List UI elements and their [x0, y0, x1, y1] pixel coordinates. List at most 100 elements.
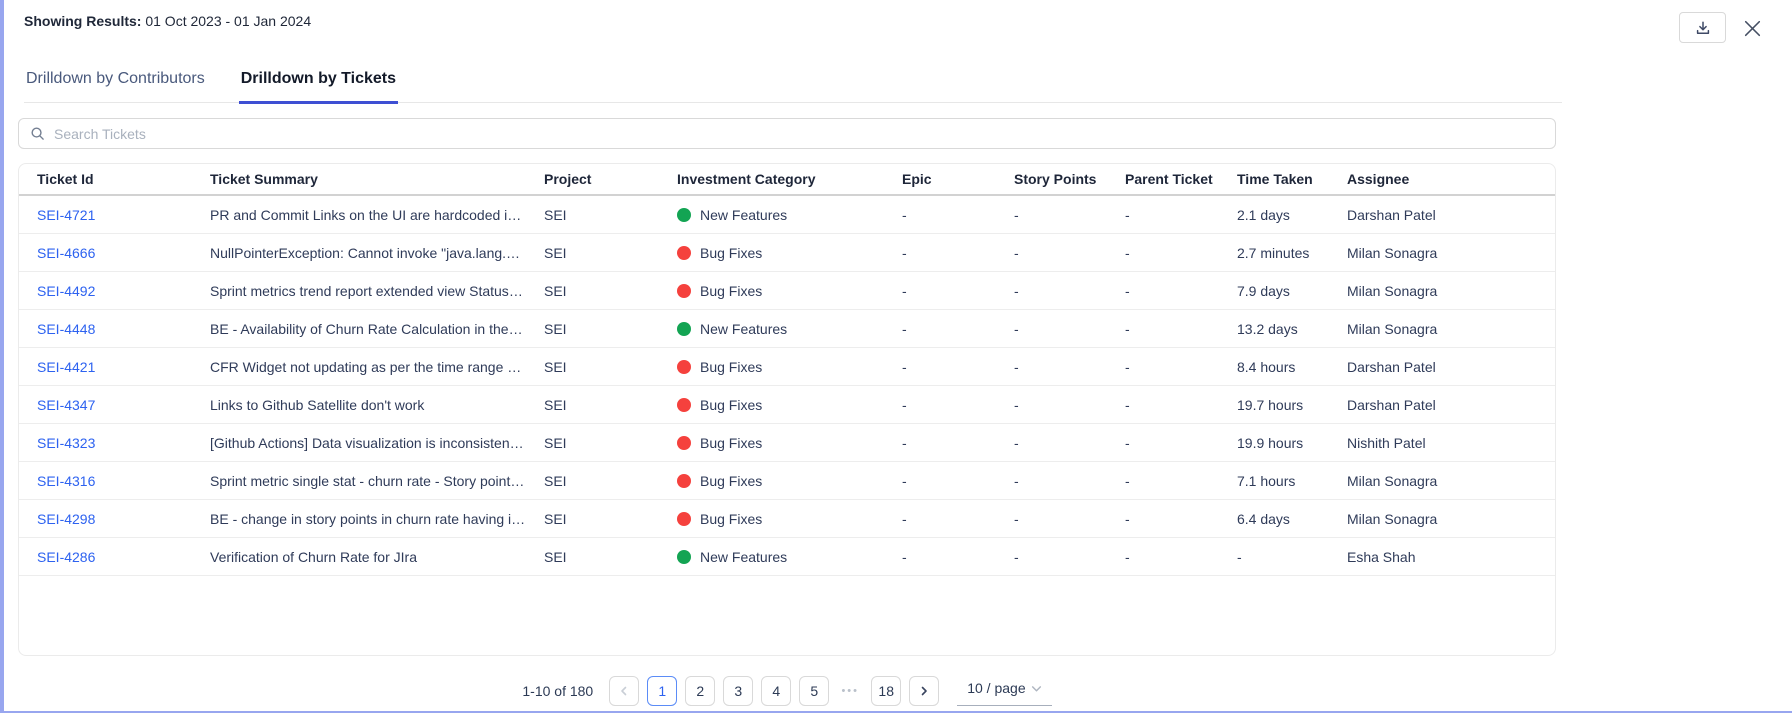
ticket-summary: Sprint metric single stat - churn rate -…: [210, 472, 526, 489]
chevron-left-icon: [619, 686, 629, 696]
search-input[interactable]: [54, 125, 1544, 142]
status-dot-icon: [677, 283, 691, 298]
project: SEI: [544, 434, 567, 451]
page-button-1[interactable]: 1: [647, 676, 678, 706]
tab-drilldown-by-contributors[interactable]: Drilldown by Contributors: [26, 70, 205, 87]
category-label: New Features: [700, 548, 788, 565]
table-header-row: Ticket Id Ticket Summary Project Investm…: [19, 164, 1555, 196]
download-button[interactable]: [1679, 12, 1726, 43]
time-taken: 7.1 hours: [1237, 472, 1296, 489]
ticket-id-link[interactable]: SEI-4721: [37, 206, 96, 223]
ticket-summary: Links to Github Satellite don't work: [210, 396, 425, 413]
showing-results-label: Showing Results:: [24, 13, 142, 29]
parent-ticket: -: [1125, 358, 1130, 375]
epic: -: [902, 206, 907, 223]
investment-category: Bug Fixes: [659, 397, 884, 413]
story-points: -: [1014, 396, 1019, 413]
parent-ticket: -: [1125, 396, 1130, 413]
investment-category: Bug Fixes: [659, 473, 884, 489]
story-points: -: [1014, 510, 1019, 527]
chevron-down-icon: [1031, 683, 1042, 694]
investment-category: New Features: [659, 321, 884, 337]
pagination-ellipsis[interactable]: •••: [841, 685, 859, 697]
investment-category: Bug Fixes: [659, 245, 884, 261]
parent-ticket: -: [1125, 434, 1130, 451]
ticket-id-link[interactable]: SEI-4347: [37, 396, 96, 413]
time-taken: 19.7 hours: [1237, 396, 1304, 413]
ticket-id-link[interactable]: SEI-4492: [37, 282, 96, 299]
status-dot-icon: [677, 397, 691, 412]
pagination-range: 1-10 of 180: [522, 683, 594, 699]
table-row: SEI-4492 Sprint metrics trend report ext…: [19, 272, 1555, 310]
investment-category: Bug Fixes: [659, 511, 884, 527]
parent-ticket: -: [1125, 320, 1130, 337]
story-points: -: [1014, 434, 1019, 451]
parent-ticket: -: [1125, 206, 1130, 223]
category-label: Bug Fixes: [700, 510, 763, 527]
time-taken: 6.4 days: [1237, 510, 1290, 527]
ticket-id-link[interactable]: SEI-4298: [37, 510, 96, 527]
tickets-table: Ticket Id Ticket Summary Project Investm…: [18, 163, 1556, 656]
panel-header: Showing Results: 01 Oct 2023 - 01 Jan 20…: [18, 12, 1792, 46]
category-label: New Features: [700, 206, 788, 223]
chevron-right-icon: [919, 686, 929, 696]
epic: -: [902, 396, 907, 413]
col-ticket-summary: Ticket Summary: [210, 171, 318, 187]
next-page-button[interactable]: [909, 676, 940, 706]
col-parent-ticket: Parent Ticket: [1125, 171, 1213, 187]
date-range: 01 Oct 2023 - 01 Jan 2024: [145, 13, 312, 29]
assignee: Milan Sonagra: [1347, 472, 1438, 489]
close-button[interactable]: [1740, 16, 1764, 40]
investment-category: Bug Fixes: [659, 359, 884, 375]
status-dot-icon: [677, 549, 691, 564]
page-button-18[interactable]: 18: [871, 676, 902, 706]
tab-drilldown-by-tickets[interactable]: Drilldown by Tickets: [238, 66, 399, 104]
status-dot-icon: [677, 473, 691, 488]
ticket-id-link[interactable]: SEI-4323: [37, 434, 96, 451]
assignee: Milan Sonagra: [1347, 282, 1438, 299]
epic: -: [902, 510, 907, 527]
status-dot-icon: [677, 435, 691, 450]
project: SEI: [544, 320, 567, 337]
table-row: SEI-4286 Verification of Churn Rate for …: [19, 538, 1555, 576]
col-time-taken: Time Taken: [1237, 171, 1313, 187]
epic: -: [902, 282, 907, 299]
epic: -: [902, 358, 907, 375]
page-button-5[interactable]: 5: [799, 676, 830, 706]
table-row: SEI-4721 PR and Commit Links on the UI a…: [19, 196, 1555, 234]
table-row: SEI-4666 NullPointerException: Cannot in…: [19, 234, 1555, 272]
ticket-id-link[interactable]: SEI-4421: [37, 358, 96, 375]
page-button-2[interactable]: 2: [685, 676, 716, 706]
ticket-id-link[interactable]: SEI-4286: [37, 548, 96, 565]
story-points: -: [1014, 244, 1019, 261]
epic: -: [902, 472, 907, 489]
close-icon: [1742, 18, 1763, 39]
ticket-id-link[interactable]: SEI-4666: [37, 244, 96, 261]
page-button-4[interactable]: 4: [761, 676, 792, 706]
table-row: SEI-4421 CFR Widget not updating as per …: [19, 348, 1555, 386]
epic: -: [902, 548, 907, 565]
epic: -: [902, 320, 907, 337]
col-story-points: Story Points: [1014, 171, 1097, 187]
prev-page-button[interactable]: [609, 676, 640, 706]
investment-category: New Features: [659, 207, 884, 223]
story-points: -: [1014, 472, 1019, 489]
ticket-id-link[interactable]: SEI-4316: [37, 472, 96, 489]
ticket-summary: CFR Widget not updating as per the time …: [210, 358, 526, 375]
project: SEI: [544, 472, 567, 489]
status-dot-icon: [677, 321, 691, 336]
story-points: -: [1014, 282, 1019, 299]
story-points: -: [1014, 206, 1019, 223]
table-row: SEI-4298 BE - change in story points in …: [19, 500, 1555, 538]
download-icon: [1695, 20, 1711, 36]
category-label: Bug Fixes: [700, 434, 763, 451]
ticket-summary: BE - change in story points in churn rat…: [210, 510, 526, 527]
ticket-id-link[interactable]: SEI-4448: [37, 320, 96, 337]
table-row: SEI-4347 Links to Github Satellite don't…: [19, 386, 1555, 424]
table-row: SEI-4323 [Github Actions] Data visualiza…: [19, 424, 1555, 462]
project: SEI: [544, 548, 567, 565]
project: SEI: [544, 358, 567, 375]
page-size-select[interactable]: 10 / page: [957, 676, 1052, 706]
page-button-3[interactable]: 3: [723, 676, 754, 706]
status-dot-icon: [677, 207, 691, 222]
